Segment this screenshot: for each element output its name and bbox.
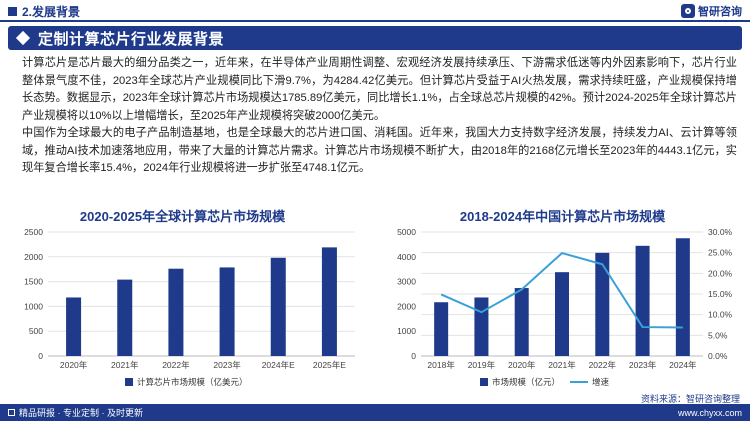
top-bar: 2.发展背景 智研咨询 [0,0,750,22]
x-tick-label: 2023年 [629,360,657,370]
y2-tick-label: 30.0% [708,227,733,237]
bar [555,272,569,356]
x-tick-label: 2024年 [669,360,697,370]
legend-label-line: 增速 [592,377,610,387]
footer-left-text: 精品研报 · 专业定制 · 及时更新 [19,408,143,418]
x-tick-label: 2025年E [313,360,346,370]
y-tick-label: 0 [38,351,43,361]
y2-tick-label: 25.0% [708,248,733,258]
section-tag: 2.发展背景 [0,2,80,20]
source-note: 资料来源：智研咨询整理 [640,394,740,404]
body-text: 计算芯片是芯片最大的细分品类之一，近年来，在半导体产业周期性调整、宏观经济发展持… [22,55,737,178]
growth-line [440,251,683,329]
title-bar: 定制计算芯片行业发展背景 [8,26,742,50]
x-tick-label: 2024年E [262,360,295,370]
diamond-icon [15,30,31,46]
bar [219,267,235,356]
bar [434,302,449,356]
bar [321,247,337,356]
china-market-chart: 0.0% 5.0% 10.0% 15.0% 20.0% 25.0% 30.0% 0 1000 20… [397,227,733,387]
x-tick-label: 2021年 [548,360,576,370]
y2-tick-label: 20.0% [708,268,733,278]
bar [66,297,82,356]
page-title: 定制计算芯片行业发展背景 [38,30,225,48]
x-tick-label: 2022年 [162,360,190,370]
y-tick-label: 500 [29,326,43,336]
paragraph-2: 中国作为全球最大的电子产品制造基地，也是全球最大的芯片进口国、消耗国。近年来，我… [22,127,737,174]
footer-url: www.chyxx.com [677,407,742,418]
y-tick-label: 0 [411,351,416,361]
bar [270,257,286,356]
y-tick-label: 1500 [24,277,43,287]
legend-label: 计算芯片市场规模（亿美元） [137,377,248,387]
y-tick-label: 5000 [397,227,416,237]
chart-title-global: 2020-2025年全球计算芯片市场规模 [79,209,286,224]
report-icon [8,409,15,416]
bar [635,245,650,356]
bar [595,252,610,356]
chart-title-china: 2018-2024年中国计算芯片市场规模 [459,209,666,224]
x-tick-label: 2023年 [213,360,241,370]
y-tick-label: 1000 [24,301,43,311]
y-tick-label: 4000 [397,252,416,262]
bar [117,279,133,356]
paragraph-1: 计算芯片是芯片最大的细分品类之一，近年来，在半导体产业周期性调整、宏观经济发展持… [22,57,737,122]
y-tick-label: 2000 [397,301,416,311]
legend-swatch-bar [480,378,488,386]
y-tick-label: 2000 [24,252,43,262]
y-tick-label: 2500 [24,227,43,237]
bar [474,297,489,356]
legend-label-bar: 市场规模（亿元） [492,377,560,387]
logo-text: 智研咨询 [698,6,742,18]
legend-swatch [125,378,133,386]
brand-logo: 智研咨询 [681,3,742,19]
global-market-chart: 0 500 1000 1500 2000 2500 2020年 2021年 2022年 2023年… [24,227,355,387]
x-tick-label: 2020年 [60,360,88,370]
section-label: 2.发展背景 [22,4,81,19]
footer-left: 精品研报 · 专业定制 · 及时更新 [8,406,143,419]
top-divider [0,20,750,22]
y2-tick-label: 5.0% [708,330,728,340]
bar [675,238,690,356]
y-tick-label: 3000 [397,277,416,287]
x-tick-label: 2019年 [468,360,496,370]
y2-tick-label: 0.0% [708,351,728,361]
x-tick-label: 2020年 [508,360,536,370]
x-tick-label: 2021年 [111,360,139,370]
bar [168,268,184,356]
logo-icon [681,4,695,18]
y2-tick-label: 10.0% [708,310,733,320]
x-tick-label: 2018年 [427,360,455,370]
bar [514,288,529,356]
section-square-icon [8,6,17,16]
x-tick-label: 2022年 [589,360,617,370]
bottom-bar: 精品研报 · 专业定制 · 及时更新 www.chyxx.com [0,404,750,421]
y-tick-label: 1000 [397,326,416,336]
y2-tick-label: 15.0% [708,289,733,299]
